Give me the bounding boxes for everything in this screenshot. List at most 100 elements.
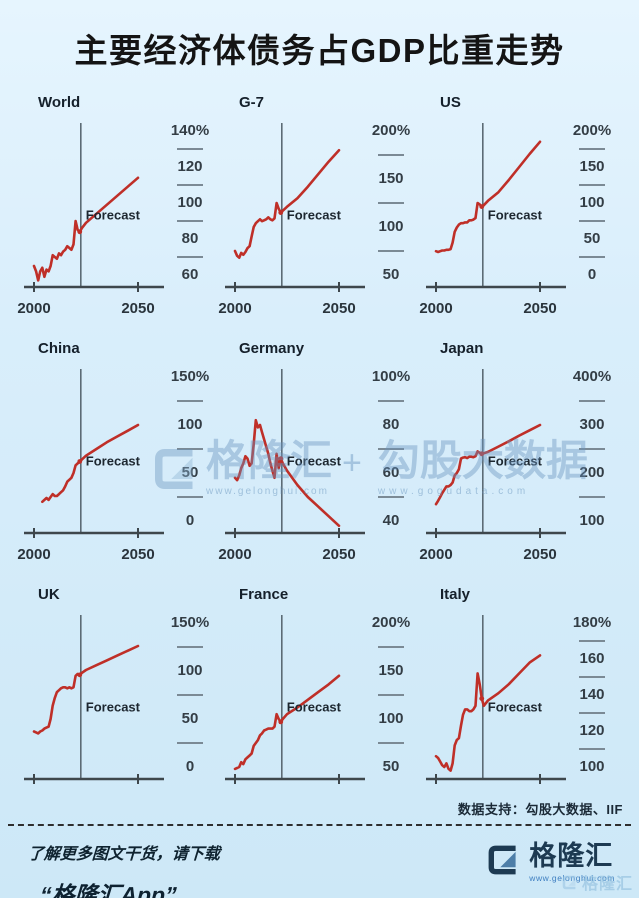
chart-title: Italy (440, 586, 471, 603)
x-axis-labels: 2000 2050 (17, 300, 164, 320)
x-axis-label: 2000 (419, 546, 453, 563)
x-axis-labels: 2000 2050 (17, 546, 164, 566)
x-axis-labels: 2000 2050 (419, 300, 566, 320)
y-axis-scale: 200% 150 100 50 (365, 117, 417, 297)
x-axis-label: 2000 (218, 546, 252, 563)
y-axis-label: 400% (572, 368, 612, 385)
y-axis-label: 200% (371, 122, 411, 139)
page-title: 主要经济体债务占GDP比重走势 (74, 32, 565, 69)
y-axis-label: 120 (579, 722, 605, 739)
forecast-junction-dot (77, 459, 83, 464)
y-axis-dash (579, 640, 605, 642)
y-axis-label: 100 (177, 416, 203, 433)
y-axis-dash (378, 250, 404, 252)
debt-line (233, 148, 341, 259)
forecast-junction-dot (278, 210, 284, 215)
forecast-junction-dot (479, 451, 485, 457)
forecast-label: Forecast (86, 208, 141, 223)
chart-plot: Forecast (426, 369, 566, 538)
promo-block: 了解更多图文干货，请下载 “格隆汇App” (27, 840, 221, 898)
forecast-junction-dot (278, 719, 284, 725)
y-axis-label: 150% (170, 614, 210, 631)
y-axis-dash (378, 646, 404, 648)
debt-line (434, 654, 542, 772)
forecast-label: Forecast (488, 700, 543, 715)
chart-germany: Germany Forecast 100% 80 60 40 2000 2050 (218, 340, 420, 566)
gelonghui-g-logo-icon (488, 845, 516, 875)
y-axis-dash (177, 148, 203, 150)
y-axis-label: 150 (378, 170, 404, 187)
y-axis-label: 200% (371, 614, 411, 631)
y-axis-scale: 180% 160 140 120 100 (566, 609, 618, 789)
y-axis-label: 0 (185, 512, 195, 529)
chart-china: China Forecast 150% 100 50 0 2000 2050 (17, 340, 219, 566)
y-axis-label: 140 (579, 686, 605, 703)
y-axis-scale: 100% 80 60 40 (365, 363, 417, 543)
y-axis-label: 150% (170, 368, 210, 385)
y-axis-label: 180% (572, 614, 612, 631)
y-axis-dash (579, 184, 605, 186)
promo-text: 了解更多图文干货，请下载 (27, 846, 221, 863)
forecast-junction-dot (77, 229, 83, 235)
y-axis-dash (177, 646, 203, 648)
forecast-junction-dot (278, 456, 284, 461)
y-axis-label: 100 (177, 662, 203, 679)
corner-watermark: 格隆汇 (561, 870, 633, 894)
chart-world: World Forecast 140% 120 100 80 60 2000 2050 (17, 94, 219, 320)
y-axis-dash (378, 448, 404, 450)
forecast-label: Forecast (287, 700, 342, 715)
chart-g-7: G-7 Forecast 200% 150 100 50 2000 2050 (218, 94, 420, 320)
logo-brand-text: 格隆汇 (529, 841, 614, 871)
y-axis-dash (177, 742, 203, 744)
x-axis-label: 2050 (523, 300, 557, 317)
y-axis-scale: 150% 100 50 0 (164, 609, 216, 789)
y-axis-label: 80 (382, 416, 400, 433)
footer: 了解更多图文干货，请下载 “格隆汇App” 格隆汇 www.gelonghui.… (0, 826, 639, 898)
chart-title: Germany (239, 340, 305, 357)
y-axis-label: 200 (579, 464, 605, 481)
forecast-label: Forecast (86, 454, 141, 469)
y-axis-label: 150 (378, 662, 404, 679)
chart-title: UK (38, 586, 60, 603)
forecast-junction-dot (479, 696, 485, 701)
y-axis-label: 300 (579, 416, 605, 433)
app-name-text: “格隆汇App” (39, 882, 178, 898)
y-axis-dash (177, 400, 203, 402)
x-axis-label: 2050 (322, 300, 356, 317)
chart-title: China (38, 340, 80, 357)
x-axis-labels: 2000 2050 (218, 300, 365, 320)
x-axis-label: 2050 (523, 546, 557, 563)
y-axis-dash (579, 712, 605, 714)
y-axis-dash (177, 448, 203, 450)
y-axis-dash (177, 496, 203, 498)
chart-us: US Forecast 200% 150 100 50 0 2000 2050 (419, 94, 621, 320)
dashed-divider (8, 824, 631, 826)
y-axis-label: 50 (181, 464, 199, 481)
debt-line (233, 674, 341, 771)
y-axis-dash (378, 400, 404, 402)
chart-title: US (440, 94, 461, 111)
y-axis-dash (579, 148, 605, 150)
charts-grid: World Forecast 140% 120 100 80 60 2000 2050 G-7 Fo… (17, 94, 621, 789)
y-axis-dash (177, 694, 203, 696)
y-axis-dash (177, 220, 203, 222)
y-axis-label: 60 (382, 464, 400, 481)
x-axis-label: 2050 (322, 546, 356, 563)
debt-line (32, 176, 140, 282)
y-axis-label: 200% (572, 122, 612, 139)
y-axis-label: 100 (177, 194, 203, 211)
chart-japan: Japan Forecast 400% 300 200 100 2000 2050 (419, 340, 621, 566)
y-axis-label: 100 (579, 512, 605, 529)
y-axis-label: 50 (382, 758, 400, 775)
y-axis-label: 100 (378, 710, 404, 727)
forecast-label: Forecast (488, 208, 543, 223)
chart-plot: Forecast (225, 615, 365, 784)
y-axis-dash (579, 400, 605, 402)
y-axis-label: 0 (587, 266, 597, 283)
y-axis-label: 120 (177, 158, 203, 175)
y-axis-scale: 400% 300 200 100 (566, 363, 618, 543)
chart-plot: Forecast (225, 123, 365, 292)
corner-watermark-text: 格隆汇 (581, 876, 633, 893)
y-axis-scale: 200% 150 100 50 (365, 609, 417, 789)
x-axis-label: 2000 (218, 300, 252, 317)
